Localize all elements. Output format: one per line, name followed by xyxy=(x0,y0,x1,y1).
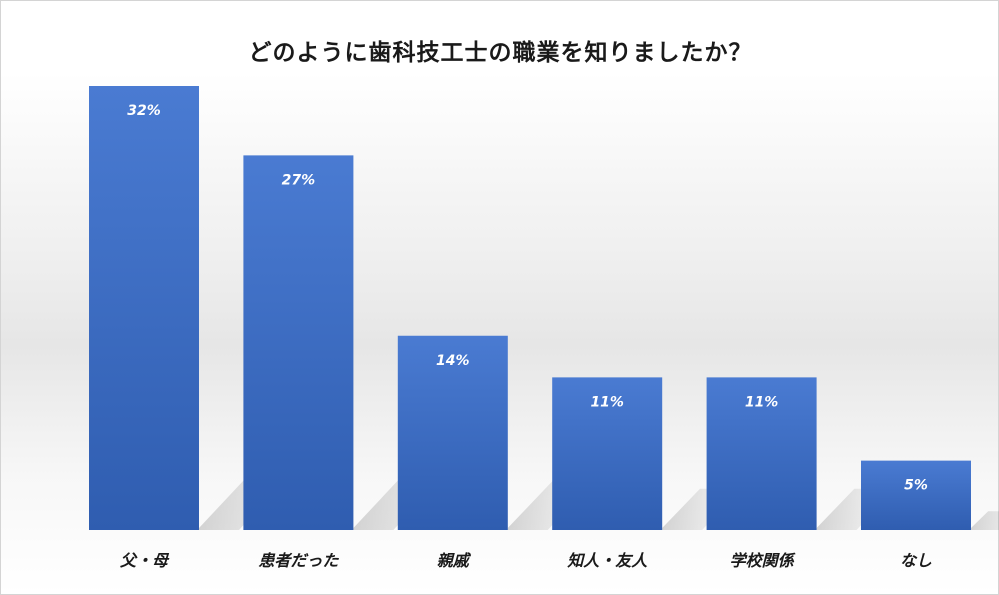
category-label: 知人・友人 xyxy=(566,551,648,570)
category-label: なし xyxy=(900,551,932,570)
data-label: 11% xyxy=(745,394,779,410)
bar xyxy=(552,377,663,530)
data-label: 32% xyxy=(127,103,161,119)
data-label: 27% xyxy=(282,172,316,188)
category-label: 父・母 xyxy=(120,551,170,570)
bar xyxy=(861,460,971,530)
bar-shadow xyxy=(971,511,999,530)
category-label: 親戚 xyxy=(437,551,472,570)
bar xyxy=(397,335,508,530)
data-label: 11% xyxy=(590,394,624,410)
chart-title: どのように歯科技工士の職業を知りましたか？ xyxy=(248,40,753,66)
bar xyxy=(706,377,817,530)
bar xyxy=(89,86,199,530)
category-label: 学校関係 xyxy=(730,551,797,570)
data-label: 5% xyxy=(904,478,928,494)
category-label: 患者だった xyxy=(258,551,339,570)
data-label: 14% xyxy=(436,353,470,369)
bar xyxy=(243,155,354,530)
